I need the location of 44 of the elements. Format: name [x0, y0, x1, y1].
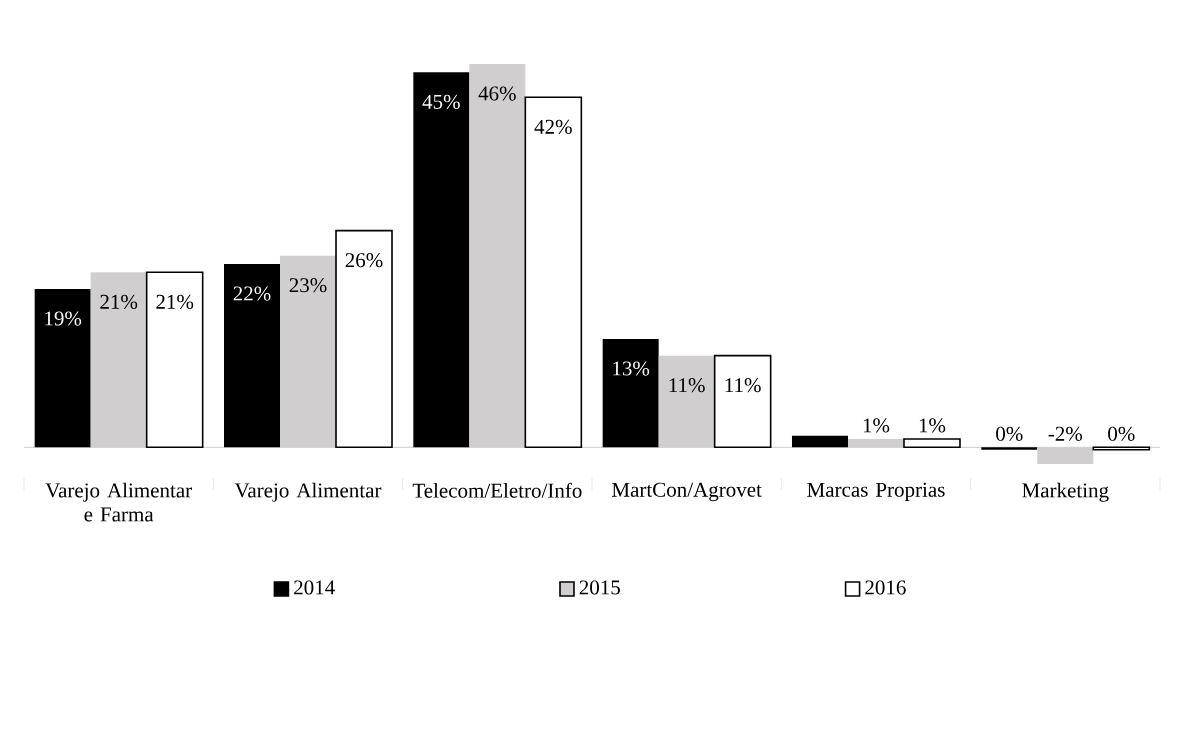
bar	[1092, 446, 1151, 451]
data-label: 21%	[100, 294, 138, 309]
bar	[713, 354, 772, 449]
bar	[335, 229, 393, 449]
bar	[34, 288, 91, 448]
data-label: 26%	[345, 253, 383, 268]
data-label: 22%	[233, 286, 271, 301]
bar	[602, 338, 659, 448]
bar	[413, 72, 470, 448]
bar	[90, 272, 147, 448]
x-tick-label: Telecom/Eletro/Info	[412, 482, 582, 498]
data-label: 42%	[534, 119, 572, 134]
bar	[903, 438, 961, 449]
x-tick-label: Marketing	[1022, 482, 1109, 502]
x-tick-label: MartCon/Agrovet	[612, 482, 762, 502]
bar	[524, 96, 583, 449]
data-label: 1%	[863, 418, 890, 433]
bar	[145, 271, 204, 449]
data-label: 45%	[422, 94, 460, 109]
x-tick-label: Marcas Proprias	[807, 482, 945, 502]
data-label: 23%	[289, 278, 327, 293]
data-label: 46%	[478, 86, 516, 101]
data-label: 0%	[1108, 426, 1135, 441]
legend-label: 2016	[865, 580, 906, 595]
bar	[469, 63, 526, 448]
data-label: 1%	[919, 418, 946, 433]
data-label: 11%	[669, 378, 705, 393]
data-label: 0%	[996, 426, 1023, 441]
bar	[658, 355, 715, 448]
data-label: 21%	[156, 294, 194, 309]
x-tick-label: Varejo Alimentar e Farma	[45, 482, 192, 522]
legend-label: 2015	[579, 580, 620, 595]
bar	[224, 263, 280, 448]
data-label: 19%	[45, 311, 82, 326]
bar	[280, 255, 337, 448]
bar	[1037, 447, 1094, 464]
data-label: 13%	[613, 361, 650, 376]
bar	[847, 438, 904, 448]
bar	[981, 447, 1038, 450]
data-label: 11%	[725, 378, 761, 393]
legend-label: 2014	[294, 580, 335, 595]
data-label: -2%	[1048, 426, 1083, 441]
x-tick-label: Varejo Alimentar	[234, 482, 382, 502]
bar	[791, 435, 848, 448]
